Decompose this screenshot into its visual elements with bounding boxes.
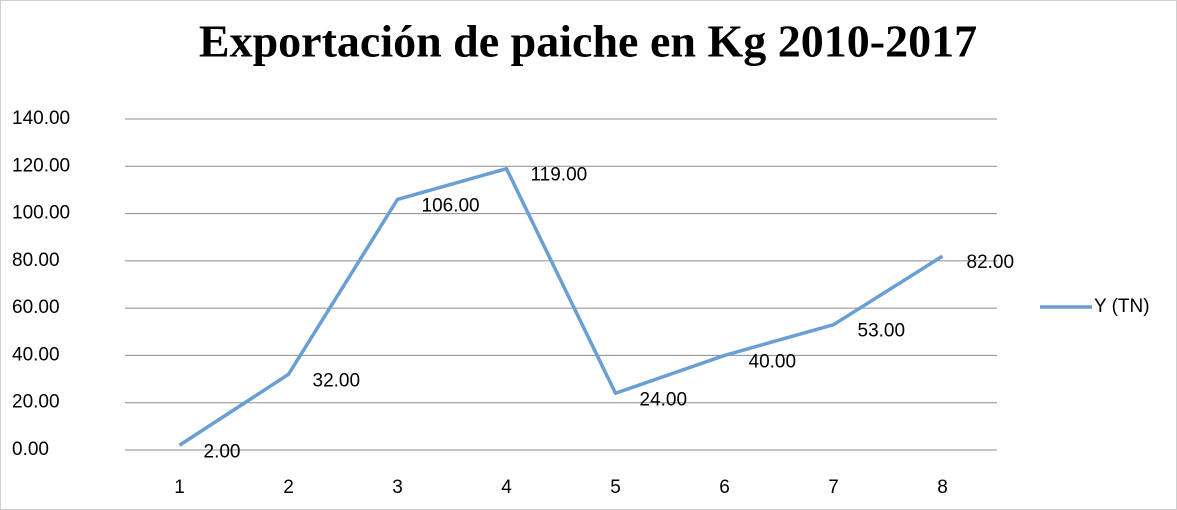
x-tick-label: 5 — [610, 477, 621, 498]
y-tick-label: 0.00 — [12, 439, 49, 460]
data-label: 106.00 — [422, 195, 480, 216]
y-tick-label: 80.00 — [12, 250, 60, 271]
x-tick-label: 1 — [174, 477, 185, 498]
y-tick-label: 40.00 — [12, 344, 60, 365]
y-tick-label: 60.00 — [12, 297, 60, 318]
x-tick-label: 6 — [719, 477, 730, 498]
x-tick-label: 2 — [283, 477, 294, 498]
data-label: 2.00 — [204, 441, 241, 462]
data-label: 82.00 — [967, 252, 1015, 273]
chart-title: Exportación de paiche en Kg 2010-2017 — [199, 16, 977, 67]
x-tick-label: 4 — [501, 477, 512, 498]
y-tick-label: 100.00 — [12, 203, 70, 224]
y-tick-label: 20.00 — [12, 392, 60, 413]
legend-label: Y (TN) — [1094, 296, 1150, 317]
data-label: 40.00 — [749, 351, 797, 372]
data-label: 24.00 — [640, 389, 688, 410]
x-tick-label: 7 — [828, 477, 839, 498]
y-tick-label: 120.00 — [12, 155, 70, 176]
data-label: 119.00 — [531, 165, 588, 186]
data-label: 53.00 — [858, 321, 906, 342]
y-tick-label: 140.00 — [12, 108, 70, 129]
x-tick-label: 3 — [392, 477, 403, 498]
data-label: 32.00 — [313, 370, 361, 391]
x-tick-label: 8 — [937, 477, 948, 498]
line — [178, 166, 944, 447]
